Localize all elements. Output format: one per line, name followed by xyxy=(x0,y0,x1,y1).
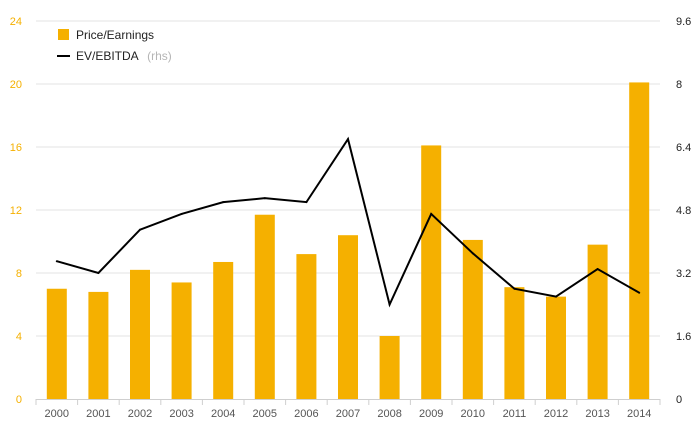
x-tick-label: 2000 xyxy=(45,408,69,420)
line-point-2003 xyxy=(180,212,183,215)
x-tick-label: 2004 xyxy=(211,408,235,420)
bar-2000 xyxy=(46,288,67,399)
bar-2003 xyxy=(171,282,192,399)
right-y-axis: 0 1.6 3.2 4.8 6.4 8 9.6 xyxy=(676,16,691,406)
bar-2009 xyxy=(421,145,442,399)
left-tick-label: 24 xyxy=(10,16,22,28)
line-point-2002 xyxy=(139,228,141,231)
left-tick-label: 16 xyxy=(10,142,22,154)
line-point-2012 xyxy=(555,295,557,298)
bar-2013 xyxy=(587,244,608,399)
x-tick-label: 2001 xyxy=(86,408,110,420)
line-point-2014 xyxy=(638,291,641,294)
bar-2011 xyxy=(504,287,525,399)
line-point-2011 xyxy=(513,287,516,290)
line-point-2001 xyxy=(97,272,100,274)
right-tick-label: 9.6 xyxy=(676,16,691,28)
legend-swatch-bar xyxy=(58,29,69,40)
line-series-ev-ebitda xyxy=(55,136,641,308)
x-tick-label: 2011 xyxy=(503,408,527,420)
line-point-2008 xyxy=(388,303,391,306)
bar-2014 xyxy=(629,82,650,400)
x-tick-label: 2003 xyxy=(169,408,193,420)
x-tick-label: 2009 xyxy=(419,408,443,420)
x-tick-label: 2014 xyxy=(627,408,651,420)
x-tick-label: 2012 xyxy=(544,408,568,420)
bar-2006 xyxy=(296,254,317,399)
x-tick-label: 2010 xyxy=(461,408,485,420)
right-tick-label: 3.2 xyxy=(676,268,691,280)
right-tick-label: 4.8 xyxy=(676,205,691,217)
legend: Price/Earnings EV/EBITDA (rhs) xyxy=(57,28,172,64)
bar-2010 xyxy=(462,239,483,399)
line-point-2013 xyxy=(596,268,599,271)
bar-2008 xyxy=(379,336,400,399)
x-axis: 2000 2001 2002 2003 2004 2005 2006 2007 2008 2009… xyxy=(35,399,661,420)
line-point-2000 xyxy=(55,260,58,263)
line-point-2004 xyxy=(222,201,225,204)
x-tick-label: 2006 xyxy=(294,408,318,420)
right-tick-label: 8 xyxy=(676,79,682,91)
legend-label-price-earnings: Price/Earnings xyxy=(76,28,154,42)
line-point-2006 xyxy=(305,201,308,204)
bar-2002 xyxy=(130,269,150,399)
x-tick-label: 2008 xyxy=(377,408,401,420)
left-y-axis: 0 4 8 12 16 20 24 xyxy=(10,16,22,406)
left-tick-label: 8 xyxy=(16,268,22,280)
legend-label-ev-ebitda-suffix: (rhs) xyxy=(147,49,172,63)
right-tick-label: 6.4 xyxy=(676,142,691,154)
left-tick-label: 4 xyxy=(16,331,22,343)
x-tick-label: 2013 xyxy=(585,408,609,420)
left-tick-label: 0 xyxy=(16,394,22,406)
line-point-2010 xyxy=(471,252,474,255)
bar-2001 xyxy=(88,291,109,399)
line-point-2009 xyxy=(430,212,433,215)
x-tick-label: 2007 xyxy=(336,408,360,420)
left-tick-label: 12 xyxy=(10,205,22,217)
bar-series-price-earnings xyxy=(46,82,650,400)
x-tick-label: 2005 xyxy=(253,408,277,420)
right-tick-label: 1.6 xyxy=(676,331,691,343)
bar-2012 xyxy=(546,296,566,399)
legend-label-ev-ebitda: EV/EBITDA (rhs) xyxy=(76,47,172,64)
bar-2005 xyxy=(254,214,275,399)
bar-2004 xyxy=(213,261,234,399)
left-tick-label: 20 xyxy=(10,79,22,91)
line-point-2005 xyxy=(263,197,266,200)
line-point-2007 xyxy=(347,138,349,141)
bar-2007 xyxy=(338,235,358,399)
right-tick-label: 0 xyxy=(676,394,682,406)
legend-label-ev-ebitda-name: EV/EBITDA xyxy=(76,49,139,63)
x-tick-label: 2002 xyxy=(128,408,152,420)
